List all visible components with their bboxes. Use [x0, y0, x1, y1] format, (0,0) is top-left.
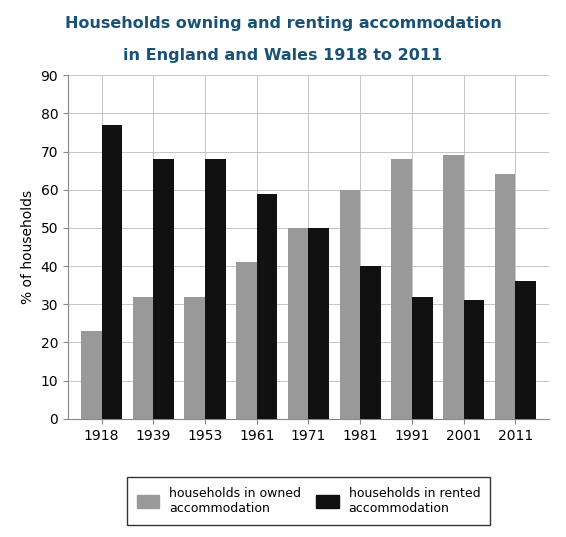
Text: Households owning and renting accommodation: Households owning and renting accommodat… — [65, 16, 501, 31]
Legend: households in owned
accommodation, households in rented
accommodation: households in owned accommodation, house… — [127, 477, 490, 525]
Bar — [236, 262, 257, 419]
Y-axis label: % of households: % of households — [21, 190, 35, 304]
Bar — [205, 159, 226, 419]
Bar — [101, 125, 122, 419]
Bar — [288, 228, 308, 419]
Bar — [360, 266, 381, 419]
Bar — [81, 331, 101, 419]
Bar — [257, 193, 277, 419]
Bar — [153, 159, 174, 419]
Text: in England and Wales 1918 to 2011: in England and Wales 1918 to 2011 — [123, 48, 443, 63]
Bar — [495, 175, 516, 419]
Bar — [132, 296, 153, 419]
Bar — [464, 301, 484, 419]
Bar — [340, 190, 360, 419]
Bar — [516, 281, 536, 419]
Bar — [185, 296, 205, 419]
Bar — [308, 228, 329, 419]
Bar — [443, 155, 464, 419]
Bar — [412, 296, 432, 419]
Bar — [391, 159, 412, 419]
